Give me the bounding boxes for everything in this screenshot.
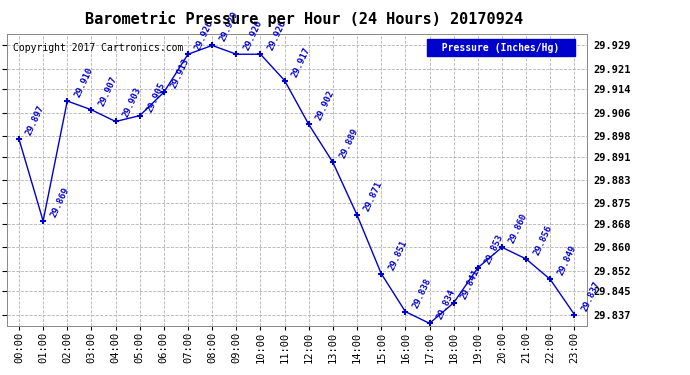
Text: 29.929: 29.929 xyxy=(218,10,239,43)
Text: Copyright 2017 Cartronics.com: Copyright 2017 Cartronics.com xyxy=(12,42,183,52)
Pressure (Inches/Hg) xyxy=(136,113,144,118)
Pressure (Inches/Hg) xyxy=(87,108,95,112)
Text: 29.851: 29.851 xyxy=(387,238,408,272)
Text: 29.853: 29.853 xyxy=(484,232,505,266)
Text: 29.837: 29.837 xyxy=(580,279,602,312)
Text: 29.926: 29.926 xyxy=(194,19,215,52)
Pressure (Inches/Hg) xyxy=(281,78,289,83)
Pressure (Inches/Hg) xyxy=(233,52,241,57)
Text: 29.860: 29.860 xyxy=(508,212,529,245)
Text: 29.834: 29.834 xyxy=(435,288,457,321)
Text: 29.871: 29.871 xyxy=(363,180,384,213)
Text: 29.905: 29.905 xyxy=(146,81,167,114)
Pressure (Inches/Hg) xyxy=(353,213,362,217)
Line: Pressure (Inches/Hg): Pressure (Inches/Hg) xyxy=(15,42,578,327)
Text: 29.841: 29.841 xyxy=(460,268,481,301)
Text: 29.926: 29.926 xyxy=(266,19,288,52)
Pressure (Inches/Hg) xyxy=(402,309,410,314)
Text: 29.926: 29.926 xyxy=(242,19,264,52)
Pressure (Inches/Hg) xyxy=(329,160,337,165)
Text: 29.869: 29.869 xyxy=(49,186,70,219)
Text: 29.889: 29.889 xyxy=(339,127,360,160)
Pressure (Inches/Hg) xyxy=(450,301,458,305)
Text: 29.897: 29.897 xyxy=(25,104,46,137)
Pressure (Inches/Hg) xyxy=(257,52,265,57)
Text: 29.849: 29.849 xyxy=(556,244,578,277)
Text: Barometric Pressure per Hour (24 Hours) 20170924: Barometric Pressure per Hour (24 Hours) … xyxy=(85,11,522,27)
Pressure (Inches/Hg) xyxy=(160,90,168,94)
Pressure (Inches/Hg) xyxy=(426,321,434,326)
Pressure (Inches/Hg) xyxy=(184,52,193,57)
Pressure (Inches/Hg) xyxy=(39,219,48,223)
Text: 29.838: 29.838 xyxy=(411,276,433,309)
Text: 29.907: 29.907 xyxy=(97,75,119,108)
Text: 29.903: 29.903 xyxy=(121,86,143,119)
Pressure (Inches/Hg) xyxy=(15,137,23,141)
Pressure (Inches/Hg) xyxy=(498,245,506,249)
Pressure (Inches/Hg) xyxy=(522,257,531,261)
Pressure (Inches/Hg) xyxy=(63,99,72,103)
Pressure (Inches/Hg) xyxy=(305,122,313,127)
Text: 29.856: 29.856 xyxy=(532,224,553,257)
Text: 29.913: 29.913 xyxy=(170,57,191,90)
Pressure (Inches/Hg) xyxy=(571,312,579,317)
Text: 29.910: 29.910 xyxy=(73,66,95,99)
Pressure (Inches/Hg) xyxy=(112,119,120,124)
Pressure (Inches/Hg) xyxy=(208,43,217,48)
Pressure (Inches/Hg) xyxy=(377,272,386,276)
Text: 29.902: 29.902 xyxy=(315,89,336,122)
Text: Pressure (Inches/Hg): Pressure (Inches/Hg) xyxy=(430,42,571,52)
Text: 29.917: 29.917 xyxy=(290,45,312,78)
Pressure (Inches/Hg) xyxy=(474,266,482,270)
Pressure (Inches/Hg) xyxy=(546,277,555,282)
